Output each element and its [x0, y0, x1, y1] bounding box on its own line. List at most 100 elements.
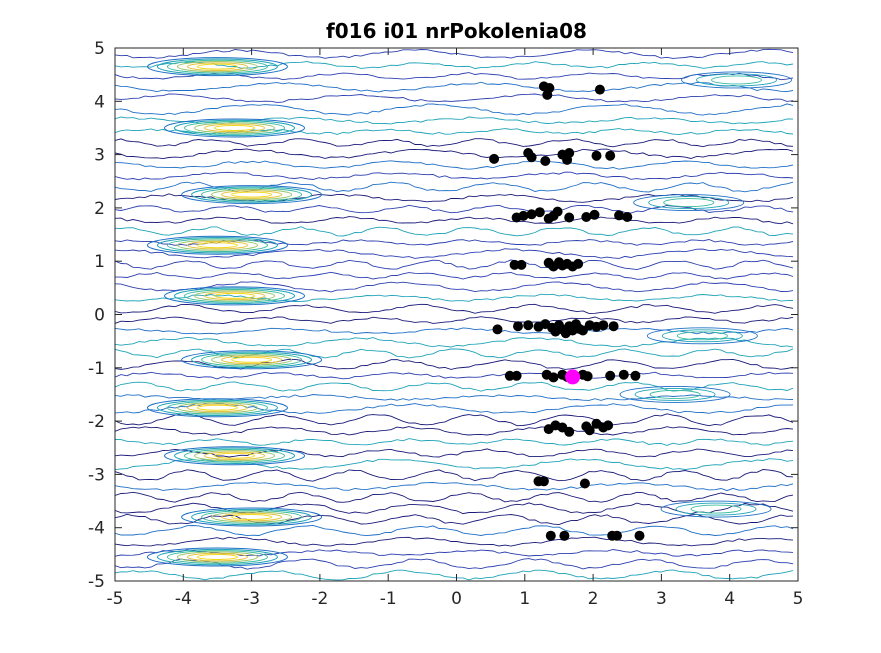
y-tick-label: 5 — [94, 39, 105, 59]
population-point — [581, 212, 592, 222]
contour-hotspot — [181, 185, 323, 205]
contour-hotspot — [194, 122, 276, 134]
population-point — [603, 420, 614, 431]
contour-hotspot — [174, 447, 296, 464]
population-point — [513, 321, 523, 332]
contour-hotspot — [648, 196, 730, 210]
population-point — [630, 370, 641, 381]
contour-hotspot — [191, 351, 313, 369]
contour-line — [115, 438, 794, 446]
y-tick-label: -3 — [88, 465, 105, 485]
contour-line — [115, 48, 794, 59]
population-point — [634, 530, 645, 541]
contour-background — [115, 48, 794, 581]
population-point — [594, 84, 605, 95]
population-point — [564, 212, 575, 223]
contour-hotspot — [156, 58, 278, 75]
y-tick-label: 2 — [94, 199, 105, 219]
population-point — [559, 530, 570, 541]
contour-hotspot — [196, 242, 238, 249]
contour-line — [115, 271, 794, 280]
contour-hotspot — [231, 191, 273, 198]
contour-hotspot — [146, 547, 288, 567]
contour-hotspot — [194, 450, 276, 462]
contour-hotspot — [204, 451, 266, 461]
contour-hotspot — [184, 448, 286, 463]
x-tick-label: 0 — [451, 589, 462, 609]
contour-hotspot — [201, 187, 303, 202]
contour-hotspot — [696, 73, 777, 87]
chart-title: f016 i01 nrPokolenia08 — [326, 19, 587, 43]
y-tick-label: -1 — [88, 359, 105, 379]
population-point — [544, 83, 555, 93]
population-point — [584, 425, 595, 436]
contour-line — [115, 138, 794, 148]
contour-hotspot — [146, 235, 288, 255]
population-point — [614, 210, 625, 221]
population-point — [577, 325, 588, 336]
contour-line — [115, 148, 794, 160]
population-point — [608, 321, 619, 332]
contour-hotspot — [174, 119, 296, 137]
contour-line — [115, 316, 794, 324]
contour-hotspot — [221, 355, 283, 365]
x-tick-label: -4 — [175, 589, 192, 609]
contour-hotspot — [196, 63, 238, 70]
contour-hotspot — [231, 514, 273, 521]
contour-line — [115, 281, 794, 293]
population-point — [579, 478, 590, 489]
contour-hotspot — [196, 404, 238, 411]
population-point — [518, 210, 529, 221]
contour-hotspot — [156, 399, 278, 416]
contour-line — [115, 513, 794, 526]
contour-hotspot — [164, 118, 306, 138]
contour-line — [115, 259, 794, 271]
contour-hotspot — [690, 504, 742, 514]
contour-hotspot — [201, 352, 303, 367]
contour-hotspot — [663, 198, 715, 208]
x-tick-label: 5 — [793, 589, 804, 609]
contour-hotspot — [204, 123, 266, 133]
contour-hotspot — [191, 186, 313, 203]
contour-line — [115, 303, 794, 314]
contour-hotspot — [676, 331, 728, 341]
contour-line — [115, 469, 794, 482]
contour-hotspot — [186, 552, 248, 562]
population-point — [605, 150, 616, 161]
contour-line — [115, 293, 794, 302]
contour-hotspot — [186, 62, 248, 71]
population-point — [591, 150, 602, 161]
contour-line — [115, 61, 794, 69]
contour-line — [115, 524, 794, 537]
contour-line — [115, 171, 794, 181]
contour-hotspot — [196, 554, 238, 561]
population-point — [538, 476, 549, 487]
contour-hotspot — [181, 350, 323, 370]
contour-hotspot — [176, 551, 258, 563]
population-point — [612, 530, 622, 541]
contour-hotspot — [661, 329, 743, 343]
contour-hotspot — [221, 190, 283, 199]
y-tick-label: -2 — [88, 412, 105, 432]
contour-hotspot — [633, 194, 745, 212]
population-point — [526, 152, 537, 163]
contour-hotspot — [176, 239, 258, 251]
contour-hotspot — [166, 550, 268, 564]
contour-line — [115, 93, 794, 103]
contour-hotspot — [156, 548, 278, 566]
y-tick-label: 3 — [94, 146, 105, 166]
population-point — [523, 320, 534, 331]
contour-line — [115, 248, 794, 259]
contour-hotspot — [619, 386, 731, 403]
contour-hotspot — [186, 240, 248, 250]
x-tick-label: 1 — [519, 589, 530, 609]
contour-hotspot — [166, 59, 268, 74]
contour-line — [115, 103, 794, 116]
contour-hotspot — [184, 288, 286, 303]
contour-line — [115, 426, 794, 436]
contour-hotspot — [646, 327, 758, 345]
population-point — [526, 209, 537, 220]
contour-hotspot — [194, 290, 276, 302]
population-point — [605, 370, 616, 381]
contour-hotspot — [660, 500, 772, 518]
